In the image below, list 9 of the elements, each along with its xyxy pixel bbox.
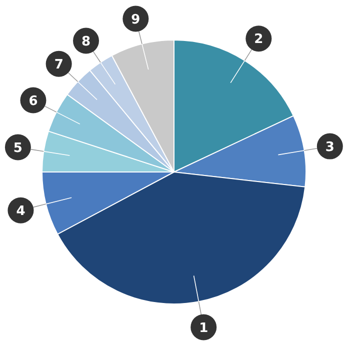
slice-label: 3 [325, 140, 334, 155]
slice-label: 8 [81, 34, 91, 50]
slice-label: 4 [16, 204, 26, 219]
slice-label: 6 [28, 94, 38, 109]
slice-label: 5 [13, 140, 22, 156]
slice-label: 9 [131, 12, 140, 28]
slice-label: 7 [54, 57, 64, 72]
slice-label: 2 [254, 32, 264, 48]
slice-label: 1 [199, 320, 208, 336]
